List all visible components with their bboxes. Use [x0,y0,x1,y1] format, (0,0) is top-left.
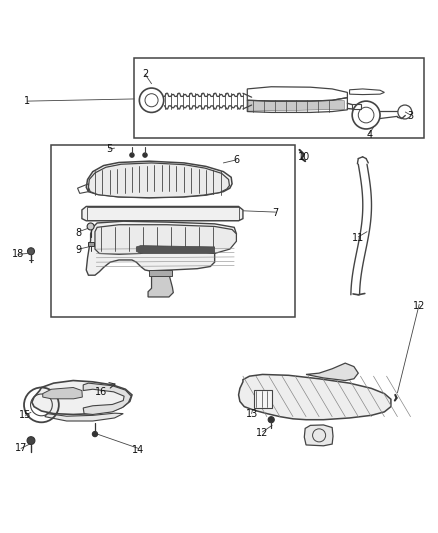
Text: 6: 6 [233,155,240,165]
Bar [134,58,424,138]
Bar [149,270,173,276]
Text: 14: 14 [132,445,145,455]
Text: 12: 12 [256,428,268,438]
Polygon shape [45,413,123,421]
Text: 7: 7 [272,208,279,219]
Text: 18: 18 [12,249,24,260]
Bar [51,144,295,317]
Polygon shape [306,363,358,381]
Polygon shape [32,381,132,415]
Text: 3: 3 [407,111,413,122]
Text: 16: 16 [95,387,107,397]
Text: 13: 13 [246,409,258,418]
Text: 17: 17 [15,443,27,454]
Polygon shape [88,163,230,198]
Text: 9: 9 [76,245,82,255]
Circle shape [92,431,98,437]
Polygon shape [82,206,243,221]
Polygon shape [239,375,391,419]
Text: 4: 4 [366,130,372,140]
Circle shape [27,437,35,445]
Bar [88,242,94,246]
Text: 5: 5 [106,144,113,154]
Polygon shape [43,387,82,399]
Polygon shape [148,271,173,297]
Bar [254,390,272,408]
Polygon shape [136,246,215,254]
Text: 10: 10 [298,152,310,162]
Circle shape [28,248,35,255]
Polygon shape [304,425,333,446]
Polygon shape [86,221,237,275]
Polygon shape [86,161,232,198]
Bar [352,104,361,109]
Polygon shape [95,225,237,254]
Text: 11: 11 [352,233,364,243]
Circle shape [268,417,274,423]
Text: 15: 15 [19,410,32,421]
Text: 8: 8 [76,228,82,238]
Text: 2: 2 [142,69,148,79]
Circle shape [130,153,134,157]
Text: 1: 1 [25,96,31,106]
Polygon shape [249,101,344,111]
Circle shape [87,223,94,230]
Polygon shape [83,383,131,415]
Bar [87,207,239,220]
Circle shape [143,153,147,157]
Text: 12: 12 [413,301,425,311]
